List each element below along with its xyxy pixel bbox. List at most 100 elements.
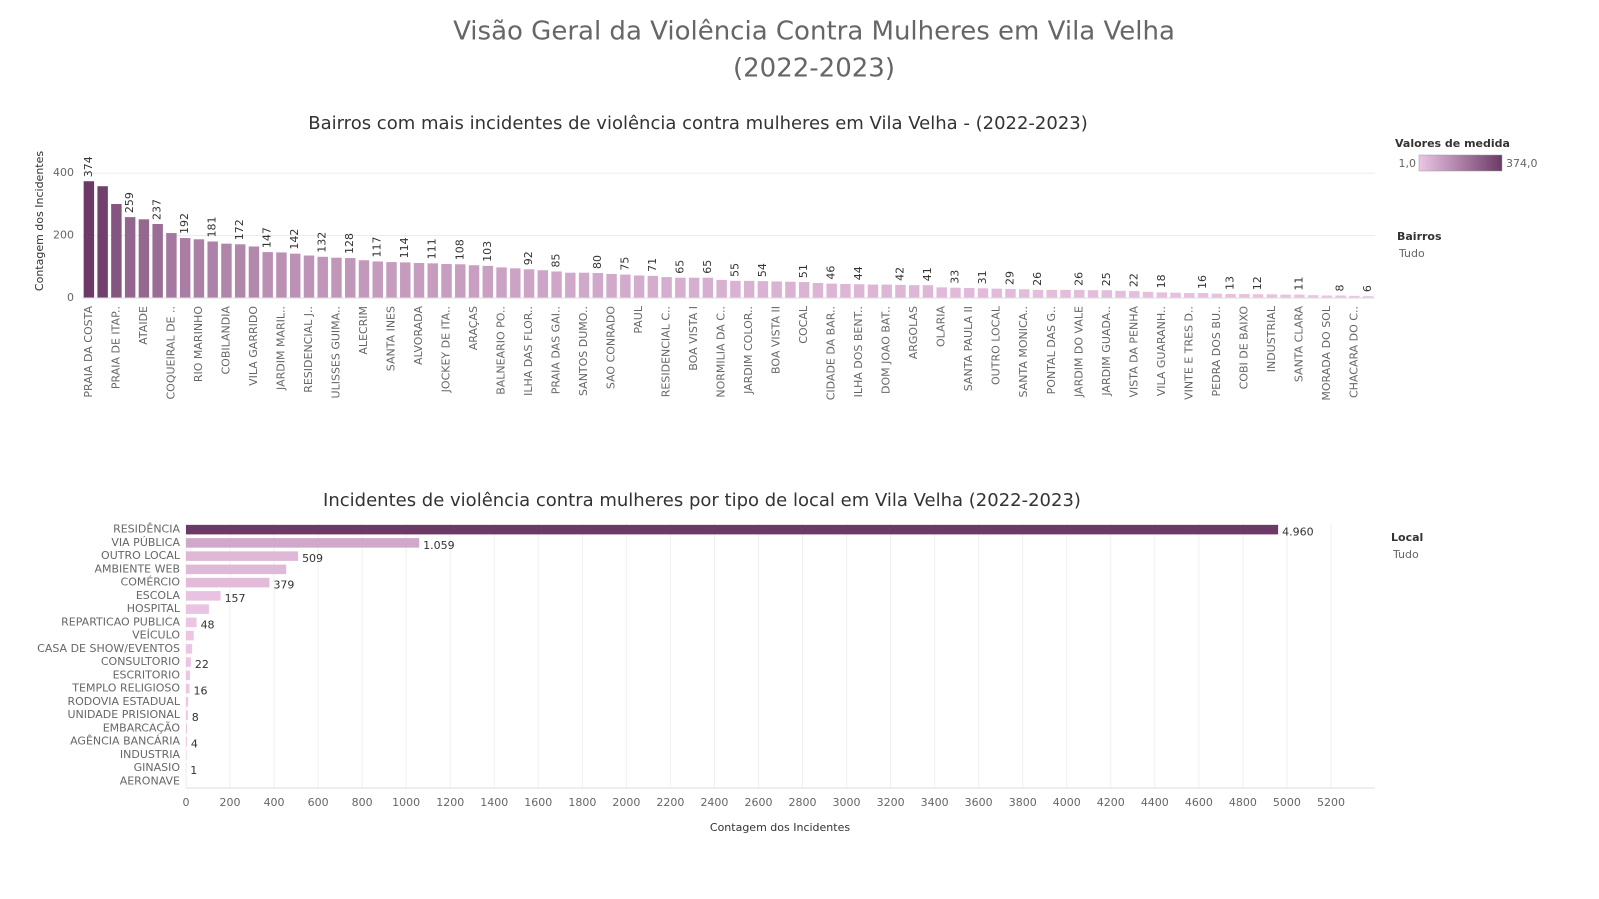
- x-tick-label: ALVORADA: [412, 306, 425, 365]
- x-tick-label: 3800: [1009, 796, 1037, 809]
- x-tick-label: 400: [264, 796, 285, 809]
- bar: [138, 219, 150, 298]
- x-tick-label: BOA VISTA I: [687, 306, 700, 371]
- bar: [345, 258, 356, 298]
- bar: [853, 284, 865, 298]
- x-tick-label: COCAL: [797, 305, 810, 344]
- data-label: 44: [852, 266, 865, 280]
- bar: [97, 186, 108, 298]
- x-tick-label: 2400: [700, 796, 728, 809]
- x-tick-label: CHACARA DO C..: [1347, 306, 1360, 398]
- bar: [1170, 292, 1181, 298]
- y-tick-label: ESCOLA: [136, 589, 181, 602]
- x-tick-label: 1800: [568, 796, 596, 809]
- x-tick-label: COBILANDIA: [219, 306, 232, 375]
- x-tick-label: VINTE E TRES D..: [1182, 306, 1195, 400]
- bar: [1184, 293, 1195, 298]
- x-tick-label: 800: [352, 796, 373, 809]
- bar: [922, 285, 934, 298]
- bar: [262, 252, 273, 298]
- x-tick-label: 5000: [1273, 796, 1301, 809]
- x-tick-label: 600: [308, 796, 329, 809]
- bar: [1129, 291, 1140, 298]
- x-tick-label: 3000: [833, 796, 861, 809]
- bar: [303, 255, 315, 298]
- bar: [826, 283, 837, 298]
- bar: [592, 273, 604, 298]
- bar: [771, 281, 782, 298]
- bar: [186, 577, 270, 588]
- x-tick-label: 2800: [789, 796, 817, 809]
- bar: [1211, 293, 1223, 298]
- x-tick-label: PAUL: [632, 305, 645, 334]
- data-label: 117: [371, 236, 384, 257]
- bar: [936, 287, 947, 298]
- x-tick-label: RIO MARINHO: [192, 306, 205, 382]
- data-label: 71: [646, 258, 659, 272]
- data-label: 26: [1072, 272, 1085, 286]
- x-tick-label: ILHA DAS FLOR..: [522, 306, 535, 396]
- bar: [1005, 288, 1016, 298]
- data-label: 509: [302, 552, 323, 565]
- data-label: 108: [453, 239, 466, 260]
- x-tick-label: SANTA INES: [384, 306, 397, 371]
- bar: [551, 271, 562, 298]
- bar: [1252, 294, 1264, 298]
- x-tick-label: NORMILIA DA C..: [715, 306, 728, 398]
- bar: [1115, 290, 1126, 298]
- data-label: 157: [225, 592, 246, 605]
- bar: [186, 564, 287, 575]
- bar: [186, 524, 1279, 535]
- bar: [798, 282, 810, 298]
- x-tick-label: 3600: [965, 796, 993, 809]
- x-tick-label: CIDADE DA BAR..: [825, 306, 838, 400]
- x-tick-label: SANTOS DUMO..: [577, 306, 590, 396]
- bar: [1019, 289, 1030, 298]
- bar: [455, 264, 466, 298]
- data-label: 33: [948, 270, 961, 284]
- x-tick-label: ILHA DOS BENT..: [852, 306, 865, 397]
- data-label: 55: [728, 263, 741, 277]
- y-tick-label: GINASIO: [134, 761, 181, 774]
- y-tick-label: EMBARCAÇÃO: [103, 721, 181, 734]
- x-tick-label: INDUSTRIAL: [1265, 305, 1278, 372]
- bar: [537, 270, 549, 298]
- data-label: 237: [151, 199, 164, 220]
- x-tick-label: SANTA CLARA: [1292, 306, 1305, 383]
- bar: [248, 246, 260, 298]
- data-label: 18: [1155, 274, 1168, 288]
- x-tick-label: BOA VISTA II: [770, 306, 783, 374]
- y-tick-label: CONSULTORIO: [101, 655, 180, 668]
- bar: [186, 683, 190, 694]
- bar: [1156, 292, 1168, 298]
- dashboard-title: Visão Geral da Violência Contra Mulheres…: [453, 17, 1175, 47]
- x-tick-label: OLARIA: [935, 306, 948, 347]
- bar: [1087, 290, 1099, 298]
- data-label: 16: [1196, 275, 1209, 289]
- bar: [1046, 289, 1057, 298]
- x-tick-label: BALNEARIO PO..: [495, 306, 508, 395]
- data-label: 1.059: [423, 539, 455, 552]
- y-tick-label: HOSPITAL: [127, 602, 181, 615]
- bar: [991, 288, 1002, 298]
- bar: [372, 261, 383, 298]
- bar: [186, 538, 420, 548]
- bar: [950, 287, 961, 298]
- data-label: 103: [481, 241, 494, 262]
- x-tick-label: COQUEIRAL DE ..: [164, 306, 177, 400]
- bar: [620, 274, 631, 298]
- bar: [83, 181, 95, 298]
- bar: [1239, 293, 1250, 298]
- y-tick-label: VIA PÚBLICA: [111, 536, 180, 549]
- x-tick-label: PEDRA DOS BU..: [1210, 306, 1223, 396]
- bar: [358, 260, 370, 298]
- bar: [207, 241, 218, 298]
- y-tick-label: VEÍCULO: [132, 629, 180, 642]
- bar: [1307, 295, 1319, 298]
- y-tick-label: AMBIENTE WEB: [94, 562, 180, 575]
- bar: [1032, 289, 1044, 298]
- bar: [111, 204, 122, 298]
- x-tick-label: VILA GUARANH..: [1155, 306, 1168, 396]
- x-tick-label: RESIDENCIAL C..: [660, 306, 673, 397]
- bar: [124, 217, 136, 298]
